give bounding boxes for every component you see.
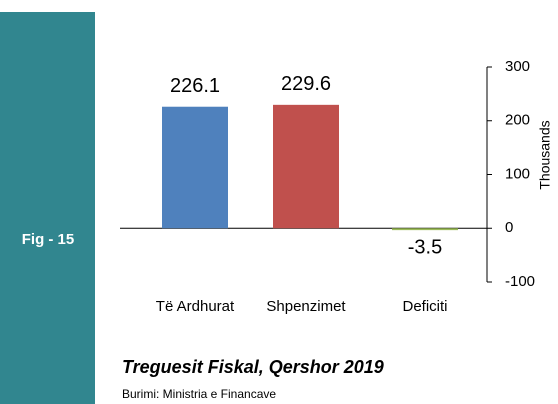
x-tick-label: Shpenzimet xyxy=(266,298,346,315)
y-tick-label: 300 xyxy=(505,58,530,75)
data-label: 226.1 xyxy=(170,75,220,97)
figure-label: Fig - 15 xyxy=(22,231,75,248)
data-label: -3.5 xyxy=(408,237,442,259)
chart-title: Treguesit Fiskal, Qershor 2019 xyxy=(122,357,384,377)
x-tick-label: Të Ardhurat xyxy=(156,298,235,315)
bar xyxy=(162,106,228,229)
sidebar xyxy=(0,12,95,404)
y-tick-label: 200 xyxy=(505,112,530,129)
y-axis-label: Thousands xyxy=(537,120,553,189)
y-tick-label: 100 xyxy=(505,165,530,182)
y-tick-label: 0 xyxy=(505,219,513,236)
bar xyxy=(392,228,458,231)
y-tick-label: -100 xyxy=(505,273,535,290)
bar xyxy=(273,104,339,229)
x-tick-label: Deficiti xyxy=(402,298,447,315)
data-label: 229.6 xyxy=(281,73,331,95)
source: Burimi: Ministria e Financave xyxy=(122,387,276,401)
